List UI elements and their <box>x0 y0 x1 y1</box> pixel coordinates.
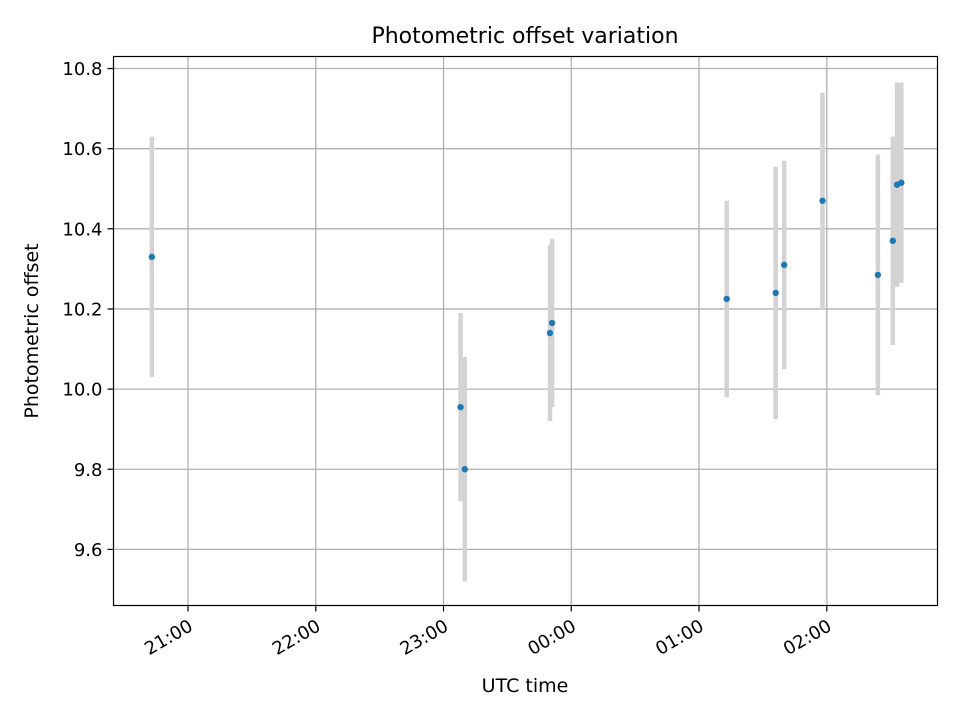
y-tick-label: 10.4 <box>62 219 102 240</box>
data-point <box>546 329 554 337</box>
data-point <box>898 179 905 186</box>
y-tick-label: 10.8 <box>62 59 102 80</box>
chart-title: Photometric offset variation <box>371 24 678 49</box>
y-axis-label: Photometric offset <box>21 243 43 418</box>
plot-frame <box>112 55 939 607</box>
y-tick-label: 9.6 <box>74 540 103 561</box>
y-tick-label: 10.2 <box>62 299 102 320</box>
y-tick-label: 10.0 <box>62 380 102 401</box>
data-point <box>723 295 730 303</box>
y-axis-ticks: 9.6 9.8 10.0 10.2 10.4 10.6 10.8 <box>62 59 114 561</box>
data-point <box>874 271 882 279</box>
grid-lines <box>113 56 938 606</box>
y-tick-label: 9.8 <box>74 460 103 481</box>
data-point <box>461 466 469 473</box>
data-point <box>819 197 826 204</box>
data-point <box>780 261 788 269</box>
y-tick-label: 10.6 <box>62 139 102 160</box>
data-point <box>548 319 556 327</box>
data-points <box>148 179 905 473</box>
data-point <box>148 253 156 261</box>
data-point <box>889 237 896 245</box>
data-point <box>772 289 779 297</box>
x-axis-label: UTC time <box>482 675 569 697</box>
data-point <box>457 403 464 411</box>
